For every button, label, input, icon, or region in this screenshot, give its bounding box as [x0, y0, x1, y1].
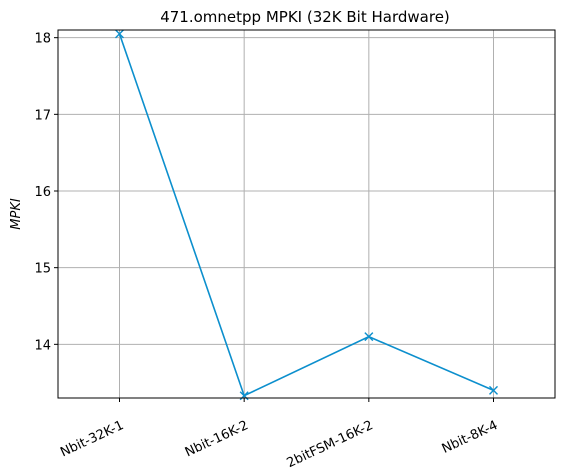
- y-axis-ticks: 14 15 16 17 18: [34, 32, 58, 354]
- y-tick-label: 18: [34, 32, 51, 47]
- y-tick-label: 14: [34, 338, 51, 353]
- plot-background: [58, 30, 555, 398]
- y-tick-label: 17: [34, 108, 51, 123]
- y-axis-label: MPKI: [9, 198, 24, 230]
- y-tick-label: 15: [34, 262, 51, 277]
- plot-area: 14 15 16 17 18 Nbit-32K-1 Nbit-16K-2 2bitFSM-1…: [34, 30, 555, 471]
- x-tick-label: 2bitFSM-16K-2: [285, 418, 376, 471]
- x-axis-ticks: Nbit-32K-1 Nbit-16K-2 2bitFSM-16K-2 Nbit-8K…: [58, 398, 500, 471]
- y-tick-label: 16: [34, 185, 51, 200]
- x-tick-label: Nbit-32K-1: [58, 418, 126, 460]
- chart-title: 471.omnetpp MPKI (32K Bit Hardware): [160, 8, 450, 26]
- x-tick-label: Nbit-8K-4: [440, 418, 501, 457]
- x-tick-label: Nbit-16K-2: [183, 418, 251, 460]
